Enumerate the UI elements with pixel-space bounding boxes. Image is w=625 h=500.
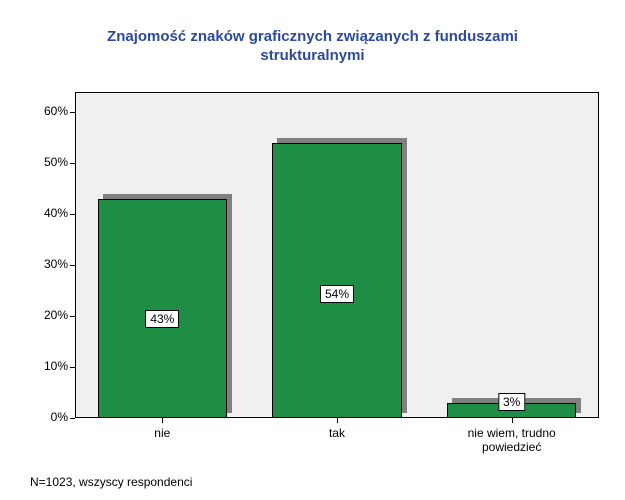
- x-tick-label: nie: [84, 426, 241, 440]
- y-tick-label: 0%: [30, 410, 68, 424]
- y-tick-label: 20%: [30, 308, 68, 322]
- y-tick-label: 10%: [30, 359, 68, 373]
- chart-title: Znajomość znaków graficznych związanych …: [0, 0, 625, 66]
- y-tick-label: 60%: [30, 104, 68, 118]
- x-tick: [512, 418, 513, 423]
- plot-frame: [75, 92, 599, 418]
- y-tick-label: 50%: [30, 155, 68, 169]
- y-tick-label: 30%: [30, 257, 68, 271]
- y-tick-label: 40%: [30, 206, 68, 220]
- x-tick: [162, 418, 163, 423]
- y-tick: [70, 418, 75, 419]
- footnote: N=1023, wszyscy respondenci: [30, 475, 192, 489]
- x-tick: [337, 418, 338, 423]
- title-line1: Znajomość znaków graficznych związanych …: [107, 28, 518, 45]
- title-line2: strukturalnymi: [260, 47, 364, 64]
- x-tick-label: nie wiem, trudnopowiedzieć: [433, 426, 590, 455]
- x-tick-label: tak: [258, 426, 415, 440]
